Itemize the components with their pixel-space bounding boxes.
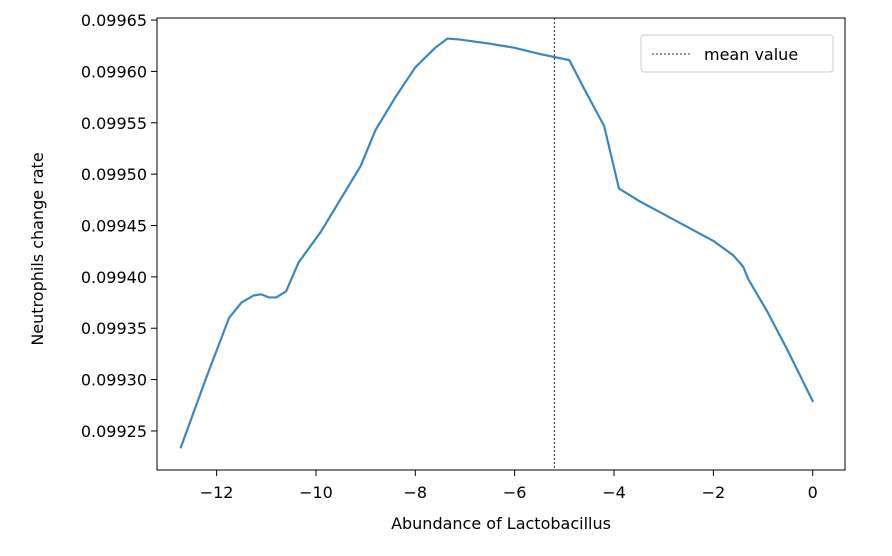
y-axis-label: Neutrophils change rate: [28, 152, 47, 345]
y-tick-label: 0.09955: [81, 114, 147, 133]
y-tick-label: 0.09940: [81, 268, 147, 287]
y-tick-label: 0.09925: [81, 422, 147, 441]
x-axis-label: Abundance of Lactobacillus: [391, 514, 611, 533]
y-tick-label: 0.09950: [81, 165, 147, 184]
x-tick-label: −12: [200, 483, 234, 502]
axes-layer: −12 −10 −8 −6 −4 −2 0 0.09925 0.09930 0.09935 0.09…: [81, 11, 846, 502]
x-tick-label: −8: [404, 483, 428, 502]
y-tick-label: 0.09935: [81, 319, 147, 338]
plot-layer: [179, 18, 814, 470]
y-tick-label: 0.09930: [81, 371, 147, 390]
x-tick-label: 0: [808, 483, 818, 502]
legend-box: [640, 34, 834, 73]
x-tick-label: −4: [602, 483, 626, 502]
x-tick-label: −10: [299, 483, 333, 502]
x-tick-label: −2: [702, 483, 726, 502]
y-tick-label: 0.09945: [81, 217, 147, 236]
axes-frame: [156, 17, 846, 471]
y-tick-label: 0.09960: [81, 62, 147, 81]
y-tick-label: 0.09965: [81, 11, 147, 30]
legend: mean value: [640, 34, 834, 73]
x-tick-label: −6: [503, 483, 527, 502]
series-line-0: [179, 37, 814, 449]
legend-label-mean-value: mean value: [704, 45, 798, 64]
